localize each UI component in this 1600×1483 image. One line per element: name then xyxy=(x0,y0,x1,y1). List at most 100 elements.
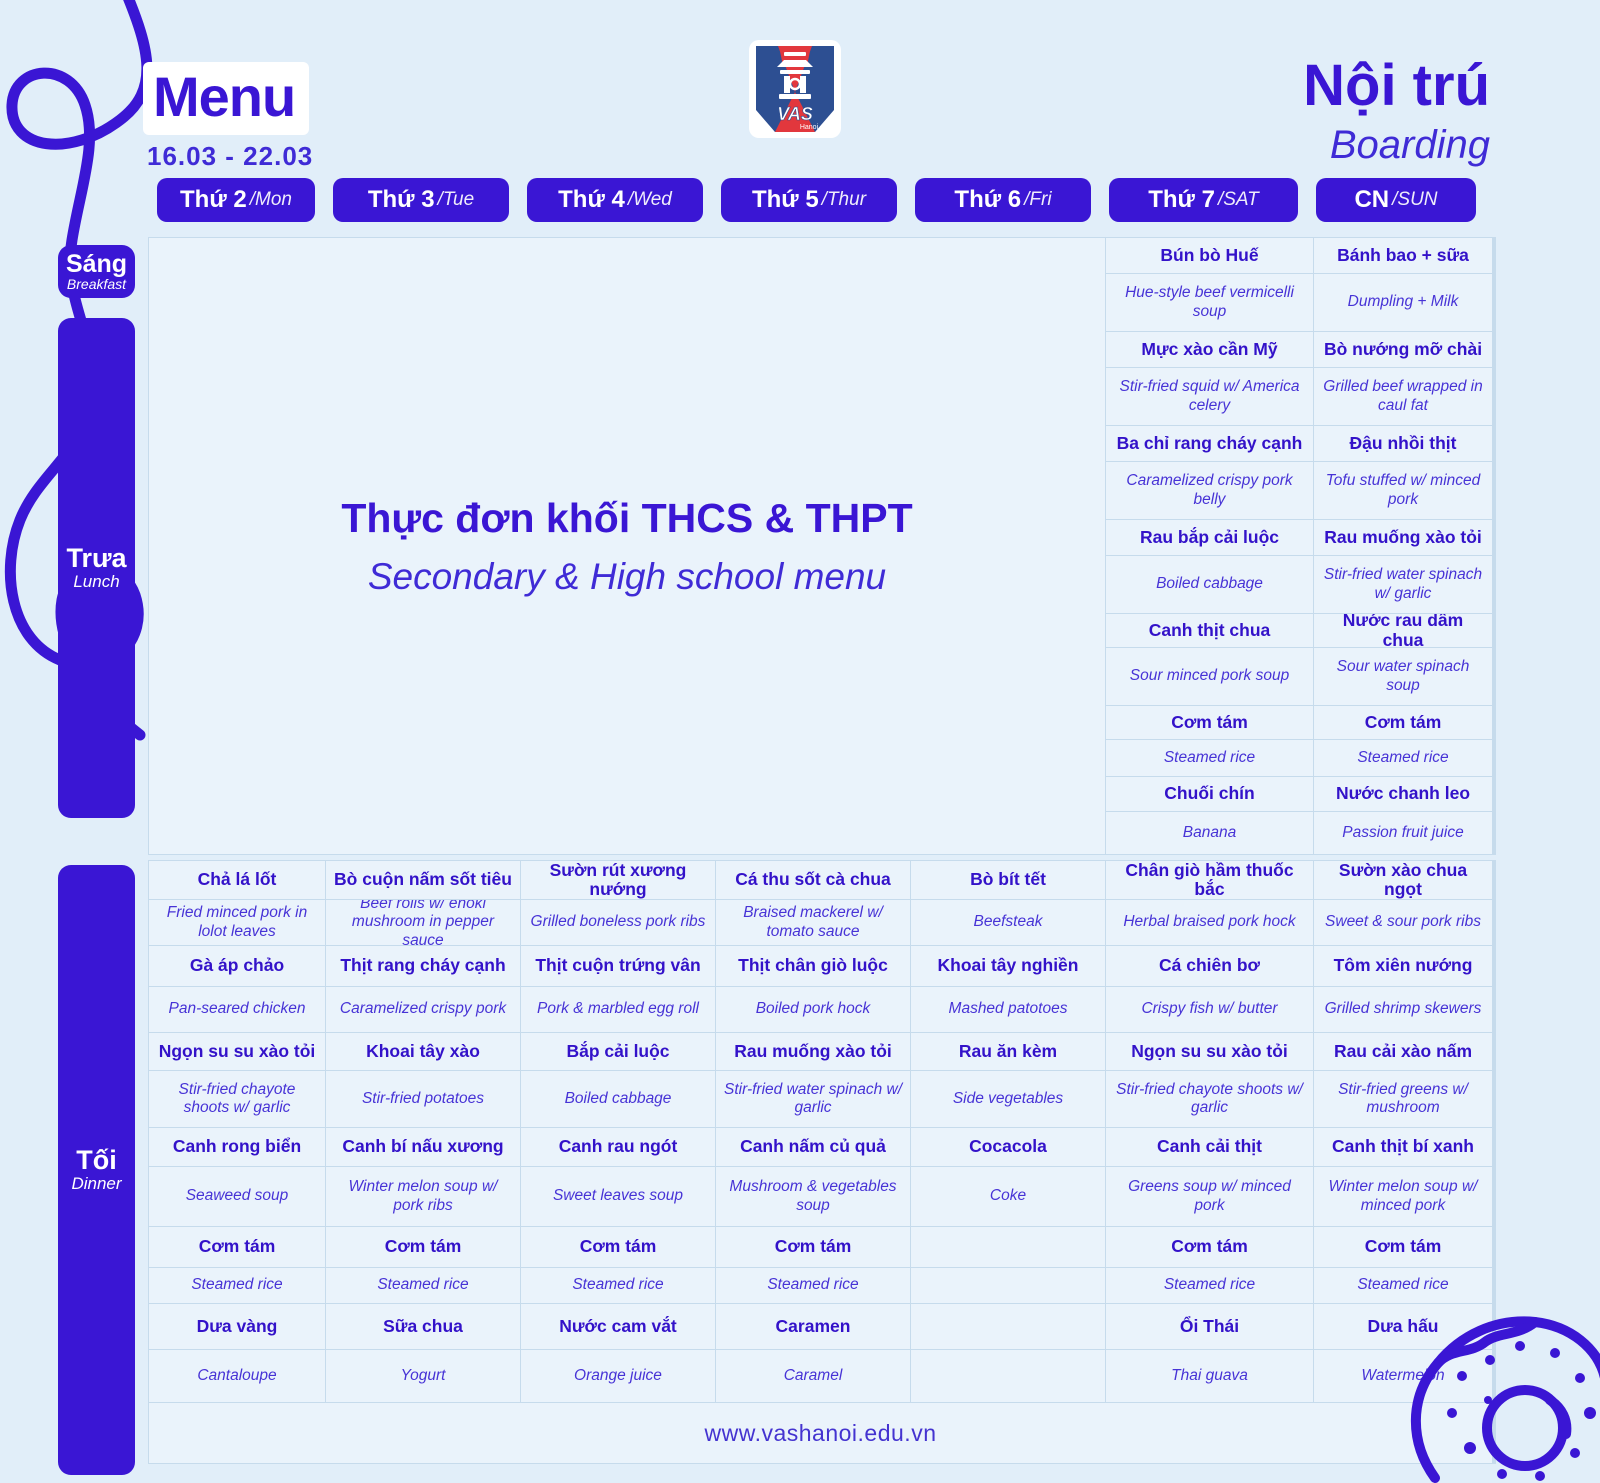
menu-cell-en: Cantaloupe xyxy=(149,1350,325,1402)
menu-cell-vi: Canh thịt bí xanh xyxy=(1314,1128,1492,1166)
day-chip-en: /Thur xyxy=(821,189,867,210)
menu-cell-en: Caramel xyxy=(716,1350,910,1402)
rail-lunch: Trưa Lunch xyxy=(58,318,135,818)
menu-cell-vi: Ngọn su su xào tỏi xyxy=(1106,1033,1313,1070)
menu-cell-vi: Ba chỉ rang cháy cạnh xyxy=(1106,426,1313,461)
menu-cell-en: Stir-fried water spinach w/ garlic xyxy=(1314,556,1492,613)
rail-lunch-en: Lunch xyxy=(73,571,120,591)
menu-cell-vi: Bắp cải luộc xyxy=(521,1033,715,1070)
day-chip-vi: CN xyxy=(1354,186,1390,213)
center-note-en: Secondary & High school menu xyxy=(367,555,887,597)
menu-cell-vi xyxy=(911,1227,1105,1267)
menu-cell-en: Watermelon xyxy=(1314,1350,1492,1402)
menu-cell-en: Orange juice xyxy=(521,1350,715,1402)
menu-cell-vi: Dưa hấu xyxy=(1314,1304,1492,1349)
menu-cell-en xyxy=(911,1268,1105,1303)
menu-cell-en: Boiled cabbage xyxy=(1106,556,1313,613)
rail-dinner-en: Dinner xyxy=(71,1173,122,1193)
menu-cell-en: Yogurt xyxy=(326,1350,520,1402)
page-title: Menu xyxy=(143,62,310,135)
day-chip-vi: Thứ 6 xyxy=(954,186,1022,213)
menu-cell-en: Pork & marbled egg roll xyxy=(521,987,715,1032)
day-chip-vi: Thứ 2 xyxy=(180,186,247,213)
menu-cell-en: Fried minced pork in lolot leaves xyxy=(149,900,325,945)
menu-cell-vi: Bò nướng mỡ chài xyxy=(1314,332,1492,367)
menu-cell-en: Herbal braised pork hock xyxy=(1106,900,1313,945)
menu-cell-en: Stir-fried chayote shoots w/ garlic xyxy=(149,1071,325,1127)
menu-cell-en: Winter melon soup w/ pork ribs xyxy=(326,1167,520,1226)
menu-cell-en: Sweet leaves soup xyxy=(521,1167,715,1226)
menu-cell-vi: Canh cải thịt xyxy=(1106,1128,1313,1166)
menu-cell-vi: Cocacola xyxy=(911,1128,1105,1166)
rail-dinner-vi: Tối xyxy=(76,1145,117,1176)
day-chip-vi: Thứ 7 xyxy=(1148,186,1215,213)
menu-cell-vi: Cá thu sốt cà chua xyxy=(716,861,910,899)
rail-breakfast-en: Breakfast xyxy=(66,275,127,292)
menu-cell-vi: Rau cải xào nấm xyxy=(1314,1033,1492,1070)
menu-cell-vi: Cơm tám xyxy=(521,1227,715,1267)
menu-cell-en: Passion fruit juice xyxy=(1314,812,1492,854)
menu-cell-vi: Sườn xào chua ngọt xyxy=(1314,861,1492,899)
day-chip: Thứ 4 /Wed xyxy=(527,178,703,222)
day-chip-en: /Tue xyxy=(437,189,475,210)
day-chip: Thứ 2 /Mon xyxy=(157,178,315,222)
menu-cell-vi: Cơm tám xyxy=(1106,706,1313,739)
menu-cell-en: Grilled beef wrapped in caul fat xyxy=(1314,368,1492,425)
breakfast-lunch-grid: Thực đơn khối THCS & THPT Secondary & Hi… xyxy=(148,237,1496,855)
menu-cell-vi: Bún bò Huế xyxy=(1106,238,1313,273)
menu-cell-en: Caramelized crispy pork belly xyxy=(1106,462,1313,519)
menu-cell-vi: Sườn rút xương nướng xyxy=(521,861,715,899)
menu-cell-vi: Cơm tám xyxy=(1314,706,1492,739)
day-chip-vi: Thứ 3 xyxy=(367,186,435,213)
menu-cell-en: Crispy fish w/ butter xyxy=(1106,987,1313,1032)
menu-cell-vi: Caramen xyxy=(716,1304,910,1349)
menu-cell-vi: Gà áp chảo xyxy=(149,946,325,986)
center-note: Thực đơn khối THCS & THPT Secondary & Hi… xyxy=(149,238,1105,854)
menu-cell-vi: Cơm tám xyxy=(1106,1227,1313,1267)
menu-cell-en: Stir-fried squid w/ America celery xyxy=(1106,368,1313,425)
menu-cell-en: Boiled pork hock xyxy=(716,987,910,1032)
menu-cell-vi: Canh nấm củ quả xyxy=(716,1128,910,1166)
menu-cell-vi: Canh bí nấu xương xyxy=(326,1128,520,1166)
day-chip: Thứ 7 /SAT xyxy=(1109,178,1298,222)
logo-acronym: VAS xyxy=(777,104,813,124)
day-chip: Thứ 6 /Fri xyxy=(915,178,1091,222)
menu-cell-en: Steamed rice xyxy=(1106,1268,1313,1303)
menu-cell-en: Caramelized crispy pork xyxy=(326,987,520,1032)
menu-cell-vi: Ngọn su su xào tỏi xyxy=(149,1033,325,1070)
menu-cell-vi: Nước chanh leo xyxy=(1314,777,1492,811)
menu-cell-en: Sour water spinach soup xyxy=(1314,648,1492,705)
menu-cell-vi: Thịt cuộn trứng vân xyxy=(521,946,715,986)
day-chip: CN /SUN xyxy=(1316,178,1476,222)
menu-cell-vi: Sữa chua xyxy=(326,1304,520,1349)
menu-cell-en: Grilled boneless pork ribs xyxy=(521,900,715,945)
menu-cell-vi: Canh rau ngót xyxy=(521,1128,715,1166)
program-title-en: Boarding xyxy=(1329,123,1490,167)
menu-cell-en: Steamed rice xyxy=(521,1268,715,1303)
menu-cell-en: Mushroom & vegetables soup xyxy=(716,1167,910,1226)
menu-cell-vi: Dưa vàng xyxy=(149,1304,325,1349)
menu-cell-vi: Cơm tám xyxy=(149,1227,325,1267)
menu-cell-vi xyxy=(911,1304,1105,1349)
header-left: Menu 16.03 - 22.03 xyxy=(143,62,313,172)
menu-cell-vi: Bánh bao + sữa xyxy=(1314,238,1492,273)
menu-cell-vi: Chả lá lốt xyxy=(149,861,325,899)
menu-cell-en: Steamed rice xyxy=(1106,740,1313,776)
day-chip-vi: Thứ 4 xyxy=(558,186,625,213)
menu-cell-en: Steamed rice xyxy=(1314,1268,1492,1303)
menu-cell-vi: Cơm tám xyxy=(716,1227,910,1267)
menu-cell-en: Sour minced pork soup xyxy=(1106,648,1313,705)
menu-cell-vi: Khoai tây nghiền xyxy=(911,946,1105,986)
menu-cell-en: Beefsteak xyxy=(911,900,1105,945)
menu-cell-vi: Chân giò hầm thuốc bắc xyxy=(1106,861,1313,899)
menu-cell-en: Coke xyxy=(911,1167,1105,1226)
day-chip-en: /Mon xyxy=(249,189,292,210)
footer-website[interactable]: www.vashanoi.edu.vn xyxy=(704,1419,937,1446)
menu-cell-vi: Đậu nhồi thịt xyxy=(1314,426,1492,461)
menu-cell-en: Seaweed soup xyxy=(149,1167,325,1226)
day-header-row: Thứ 2 /Mon Thứ 3 /Tue Thứ 4 /Wed xyxy=(148,178,1492,222)
menu-cell-en xyxy=(911,1350,1105,1402)
menu-cell-en: Winter melon soup w/ minced pork xyxy=(1314,1167,1492,1226)
menu-cell-en: Side vegetables xyxy=(911,1071,1105,1127)
menu-cell-en: Stir-fried greens w/ mushroom xyxy=(1314,1071,1492,1127)
